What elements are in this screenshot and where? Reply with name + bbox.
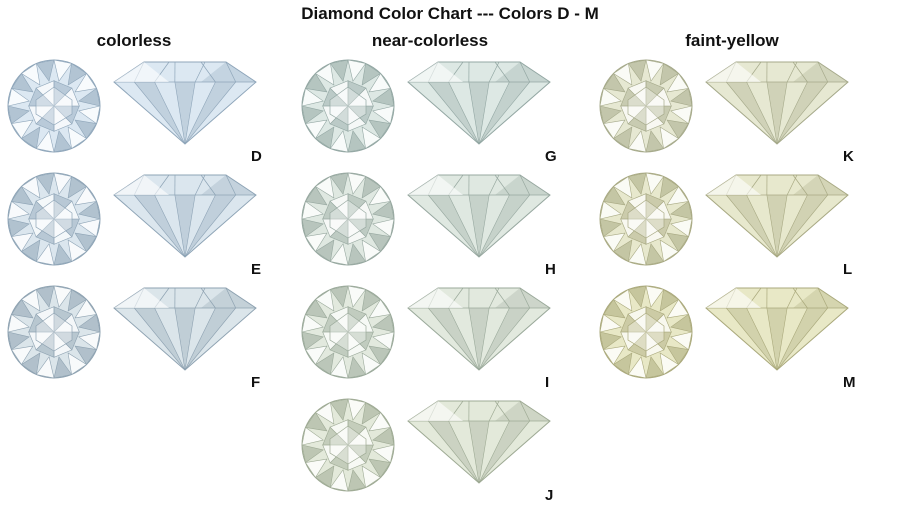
diamond-pair-illustration [7,59,257,153]
group-heading-near-colorless: near-colorless [371,31,489,50]
diamond-side-view [113,287,257,371]
diamond-pair-illustration [301,59,551,153]
diamond-top-view [599,285,693,379]
diamond-top-view [7,59,101,153]
grade-letter: D [251,148,262,165]
diamond-top-view [301,172,395,266]
diamond-top-view [301,59,395,153]
diamond-top-view [301,398,395,492]
grade-j: J [300,397,600,512]
diamond-top-view [599,172,693,266]
grade-i: I [300,284,600,399]
grade-letter: E [251,261,262,278]
diamond-pair-illustration [301,172,551,266]
grade-letter: H [545,261,556,278]
diamond-side-view [407,400,551,484]
grade-f: F [6,284,306,399]
grade-letter: K [843,148,854,165]
chart-title: Diamond Color Chart --- Colors D - M [301,4,599,23]
grade-m: M [598,284,898,399]
diamond-side-view [407,287,551,371]
diamond-side-view [705,174,849,258]
diamond-pair-illustration [599,59,849,153]
diamond-pair-illustration [7,285,257,379]
grade-l: L [598,171,898,286]
diamond-side-view [407,61,551,145]
diamond-pair-illustration [599,285,849,379]
grade-letter: I [545,374,550,391]
diamond-side-view [705,61,849,145]
grade-k: K [598,58,898,173]
diamond-side-view [705,287,849,371]
grade-letter: F [251,374,261,391]
diamond-top-view [301,285,395,379]
diamond-side-view [113,61,257,145]
grade-d: D [6,58,306,173]
diamond-pair-illustration [301,285,551,379]
diamond-top-view [599,59,693,153]
diamond-pair-illustration [7,172,257,266]
diamond-top-view [7,172,101,266]
grade-letter: J [545,487,554,504]
diamond-side-view [407,174,551,258]
grade-g: G [300,58,600,173]
diamond-top-view [7,285,101,379]
group-heading-faint-yellow: faint-yellow [685,31,779,50]
grade-h: H [300,171,600,286]
diamond-pair-illustration [599,172,849,266]
group-heading-colorless: colorless [96,31,172,50]
diamond-side-view [113,174,257,258]
grade-letter: L [843,261,853,278]
grade-e: E [6,171,306,286]
diamond-pair-illustration [301,398,551,492]
grade-letter: M [843,374,856,391]
grade-letter: G [545,148,557,165]
